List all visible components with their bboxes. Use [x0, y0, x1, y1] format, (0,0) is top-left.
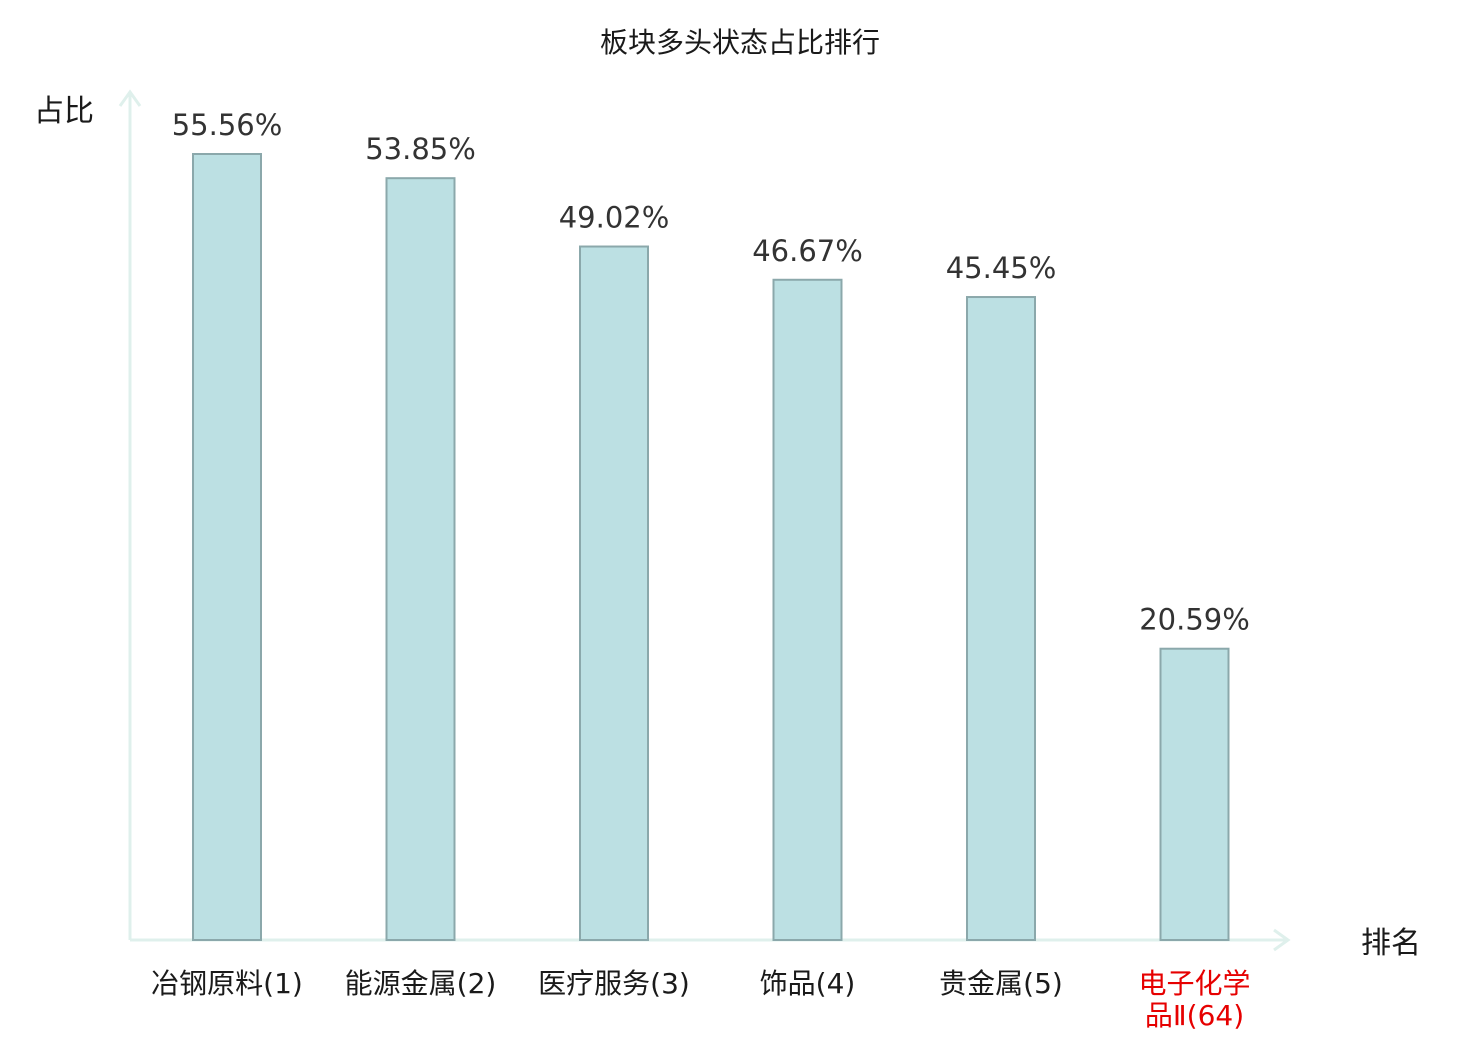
value-label-5: 45.45% — [946, 251, 1057, 285]
category-label-4: 饰品(4) — [760, 967, 856, 1000]
x-axis-arrow — [1273, 928, 1291, 952]
category-label-6-line-2: 品Ⅱ(64) — [1145, 999, 1244, 1032]
bars-group — [192, 153, 1230, 942]
category-label-5: 贵金属(5) — [939, 967, 1063, 1000]
y-axis-arrow — [118, 89, 142, 107]
category-label-2: 能源金属(2) — [345, 967, 497, 1000]
value-label-3: 49.02% — [559, 201, 670, 235]
category-label-1: 冶钢原料(1) — [151, 967, 303, 1000]
x-axis-label: 排名 — [1361, 926, 1421, 961]
bar-2 — [385, 177, 456, 941]
chart-title: 板块多头状态占比排行 — [600, 26, 880, 59]
category-label-3: 医疗服务(3) — [538, 967, 690, 1000]
bar-6 — [1159, 647, 1230, 942]
bar-3 — [579, 245, 649, 942]
value-label-2: 53.85% — [365, 132, 476, 166]
bar-5 — [966, 296, 1036, 941]
value-label-4: 46.67% — [752, 234, 863, 268]
category-label-6-line-1: 电子化学 — [1138, 967, 1250, 1000]
category-labels-group: 冶钢原料(1) 能源金属(2) 医疗服务(3) 饰品(4) 贵金属(5) 电子化学品Ⅱ(6… — [151, 967, 1250, 1032]
bar-1 — [192, 153, 262, 941]
value-label-1: 55.56% — [172, 108, 283, 142]
value-label-6: 20.59% — [1139, 603, 1250, 637]
value-labels-group: 55.56% 53.85% 49.02% 46.67% 45.45% 20.59% — [172, 108, 1250, 637]
bar-4 — [772, 278, 843, 941]
y-axis-label: 占比 — [34, 94, 94, 129]
